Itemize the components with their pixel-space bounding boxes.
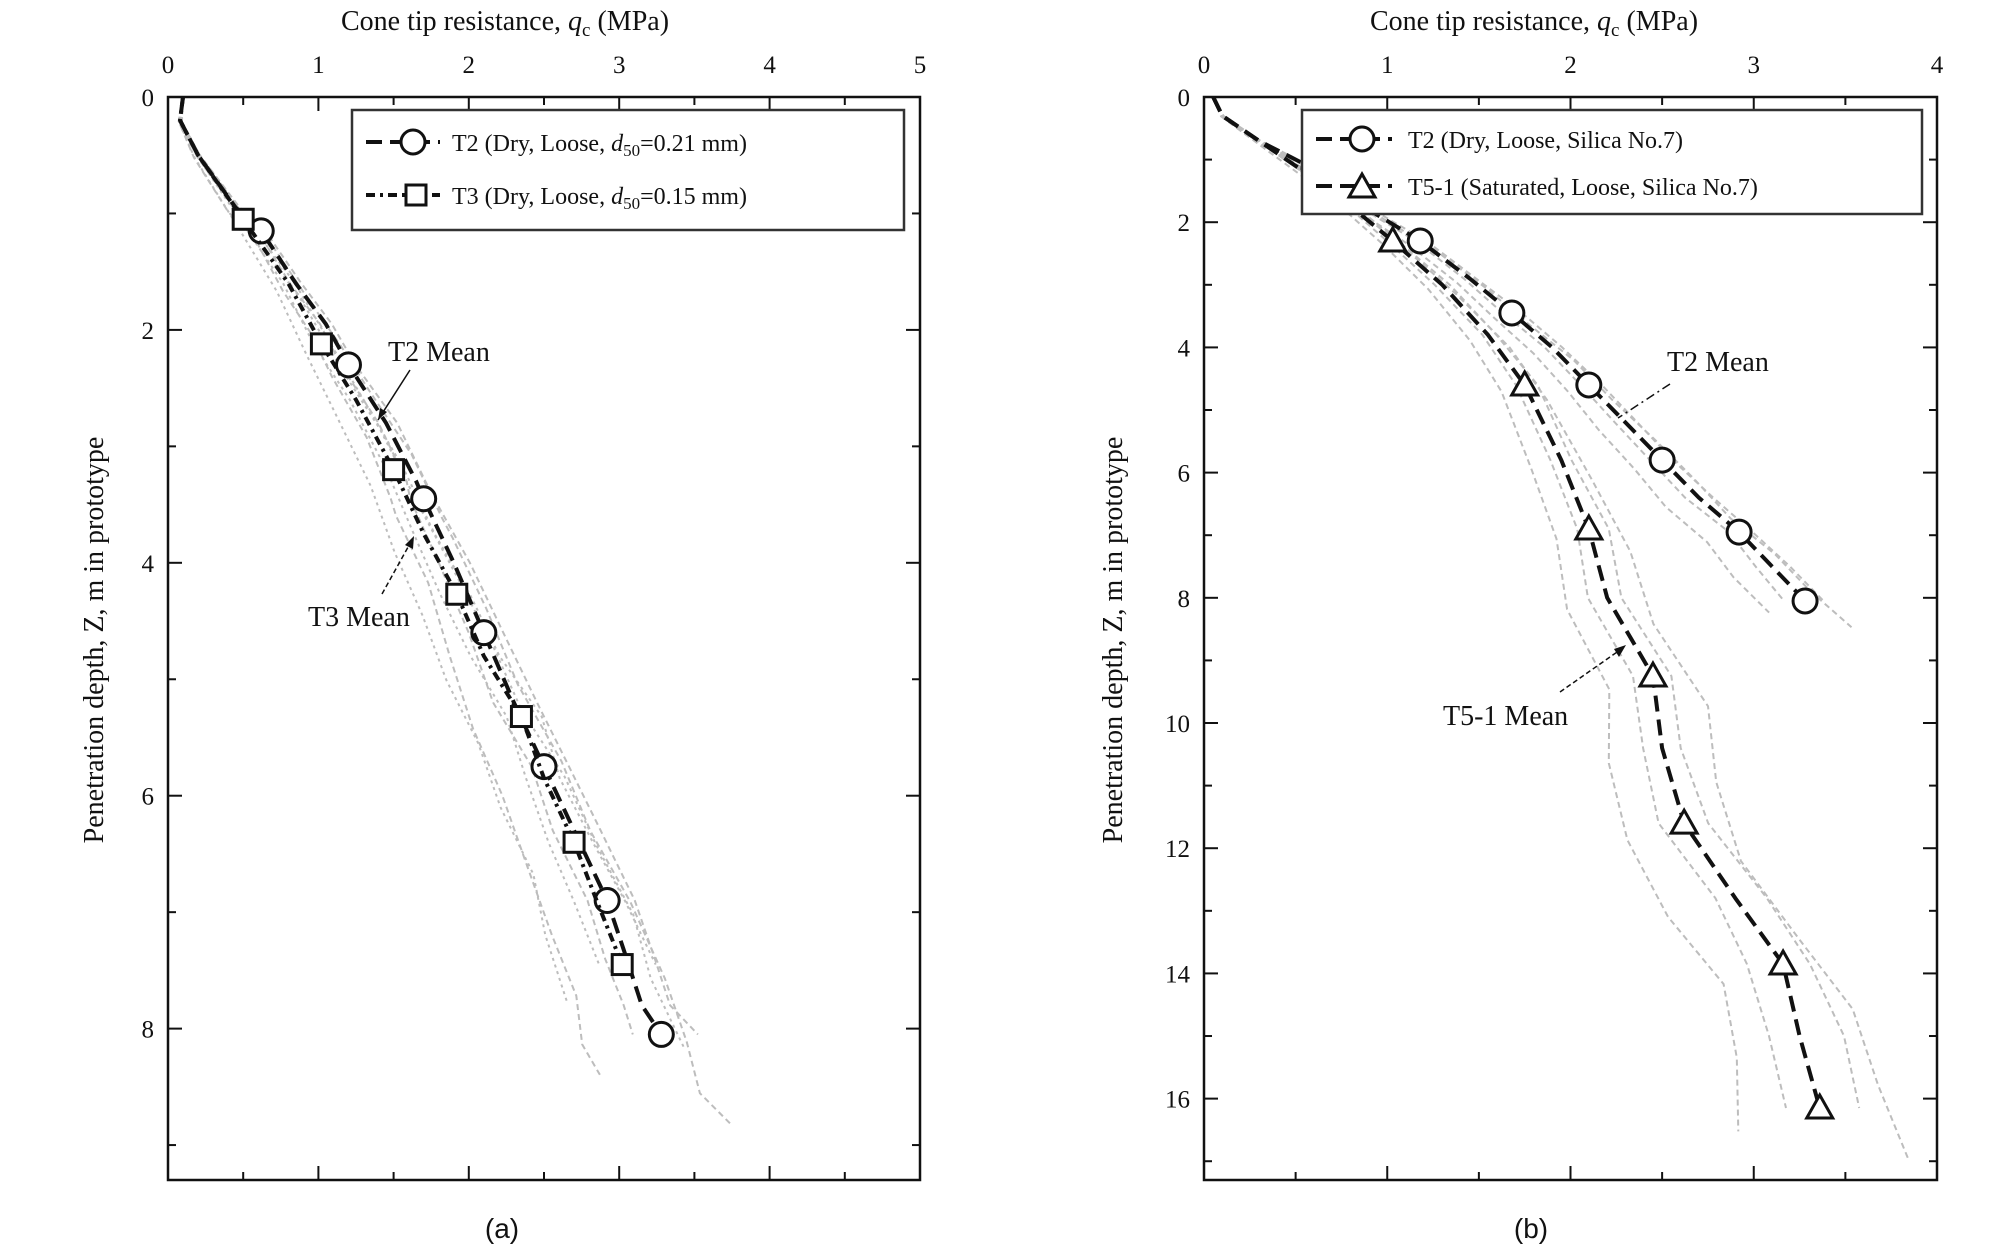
- triangle-marker: [1377, 224, 1409, 253]
- trial-curve: [1212, 96, 1861, 1109]
- series-line: [1211, 96, 1807, 603]
- panel-a-legend-label-t2: T2 (Dry, Loose, d50=0.21 mm): [452, 131, 747, 160]
- x-tick-label: 5: [914, 52, 927, 79]
- panel-b-y-axis-title: Penetration depth, Z, m in prototype: [1098, 437, 1129, 844]
- trial-curve: [1212, 96, 1740, 1132]
- panel-b-x-axis-title: Cone tip resistance, qc (MPa): [1370, 6, 1698, 41]
- panel-a-annotation-t2-mean: T2 Mean: [388, 337, 490, 368]
- triangle-marker: [1668, 807, 1700, 835]
- circle-marker: [410, 485, 438, 513]
- y-tick-label: 16: [1165, 1087, 1190, 1114]
- x-tick-label: 1: [312, 52, 325, 79]
- panel-b-annotation-t2-leader: [1617, 383, 1671, 419]
- triangle-marker: [1509, 368, 1541, 397]
- triangle-marker: [1767, 947, 1799, 976]
- square-marker: [509, 705, 533, 729]
- panel-a-legend-label-t3: T3 (Dry, Loose, d50=0.15 mm): [452, 184, 747, 213]
- panel-a-legend-square-marker: [404, 183, 428, 207]
- y-tick-label: 10: [1165, 711, 1190, 738]
- panel-b-annotation-t2-mean: T2 Mean: [1667, 347, 1769, 378]
- circle-marker: [1725, 518, 1753, 546]
- square-marker: [382, 458, 406, 482]
- panel-a-annotation-t3-leader: [381, 539, 413, 595]
- x-tick-label: 0: [1198, 52, 1211, 79]
- y-tick-label: 0: [142, 85, 155, 112]
- circle-marker: [1498, 299, 1526, 327]
- y-tick-label: 4: [142, 551, 155, 578]
- panel-b-annotation-t5-arrowhead: [1614, 645, 1626, 657]
- x-tick-label: 2: [1564, 52, 1577, 79]
- panel-a-plot-frame: [166, 95, 922, 1182]
- panel-a-series: [178, 96, 675, 1048]
- panel-a-annotation-t3-mean: T3 Mean: [308, 602, 410, 633]
- triangle-marker: [1804, 1091, 1836, 1120]
- triangle-marker: [1573, 512, 1605, 541]
- panel-b-plot-frame: [1202, 95, 1939, 1182]
- panel-b-series: [1211, 96, 1836, 1120]
- trial-curve: [177, 96, 568, 1003]
- panel-b-legend-box: [1300, 108, 1924, 216]
- triangle-marker: [1637, 660, 1669, 688]
- trial-curve: [1212, 96, 1910, 1161]
- x-tick-label: 4: [763, 52, 776, 79]
- x-tick-label: 3: [1748, 52, 1761, 79]
- circle-marker: [1648, 446, 1676, 474]
- circle-marker: [647, 1020, 675, 1048]
- series-line: [1211, 96, 1822, 1109]
- panel-b-legend-circle-marker: [1348, 125, 1376, 153]
- panel-b-legend-triangle-marker: [1346, 170, 1378, 199]
- panel-b: Cone tip resistance, qc (MPa) Penetratio…: [1098, 6, 1944, 1244]
- square-marker: [445, 582, 469, 606]
- trial-curve: [1212, 96, 1825, 602]
- square-marker: [610, 953, 634, 977]
- panel-b-legend: T2 (Dry, Loose, Silica No.7) T5-1 (Satur…: [1300, 108, 1924, 216]
- circle-marker: [1406, 227, 1434, 255]
- x-tick-label: 2: [463, 52, 476, 79]
- y-tick-label: 2: [1178, 210, 1191, 237]
- series-line: [178, 96, 625, 966]
- y-tick-label: 2: [142, 318, 155, 345]
- trial-curve: [1212, 96, 1787, 1109]
- circle-marker: [1575, 371, 1603, 399]
- panel-a-annotation-t2-arrowhead: [378, 408, 387, 420]
- y-tick-label: 8: [1178, 586, 1191, 613]
- circle-marker: [593, 887, 621, 915]
- panel-b-trial-curves: [1212, 96, 1910, 1161]
- trial-curve: [180, 96, 733, 1126]
- x-tick-label: 1: [1381, 52, 1394, 79]
- panel-a-label: (a): [485, 1213, 519, 1244]
- panel-b-legend-label-t2: T2 (Dry, Loose, Silica No.7): [1408, 128, 1683, 154]
- circle-marker: [1791, 587, 1819, 615]
- y-tick-label: 0: [1178, 85, 1191, 112]
- square-marker: [309, 332, 333, 356]
- panel-b-legend-label-t5: T5-1 (Saturated, Loose, Silica No.7): [1408, 175, 1758, 201]
- panel-a-legend-box: [350, 108, 906, 232]
- panel-a-legend-circle-marker: [399, 128, 427, 156]
- panel-b-label: (b): [1514, 1213, 1548, 1244]
- trial-curve: [178, 96, 634, 1035]
- y-tick-label: 6: [1178, 461, 1191, 488]
- y-tick-label: 8: [142, 1017, 155, 1044]
- panel-a: Cone tip resistance, qc (MPa) Penetratio…: [79, 6, 926, 1244]
- trial-curve: [177, 96, 601, 1076]
- x-tick-label: 3: [613, 52, 626, 79]
- square-marker: [231, 207, 255, 231]
- x-tick-label: 0: [162, 52, 175, 79]
- y-tick-label: 4: [1178, 335, 1191, 362]
- x-tick-label: 4: [1931, 52, 1944, 79]
- panel-a-annotation-t3-arrowhead: [405, 536, 414, 549]
- panel-a-y-axis-title: Penetration depth, Z, m in prototype: [79, 437, 110, 844]
- panel-a-x-axis-title: Cone tip resistance, qc (MPa): [341, 6, 669, 41]
- y-tick-label: 14: [1165, 961, 1191, 988]
- panel-b-annotation-t5-leader: [1559, 649, 1621, 693]
- y-tick-label: 12: [1165, 836, 1190, 863]
- panel-b-annotation-t5-mean: T5-1 Mean: [1443, 701, 1568, 732]
- square-marker: [562, 830, 586, 854]
- panel-a-trial-curves: [177, 96, 733, 1126]
- y-tick-label: 6: [142, 784, 155, 811]
- panel-a-legend: T2 (Dry, Loose, d50=0.21 mm) T3 (Dry, Lo…: [350, 108, 906, 232]
